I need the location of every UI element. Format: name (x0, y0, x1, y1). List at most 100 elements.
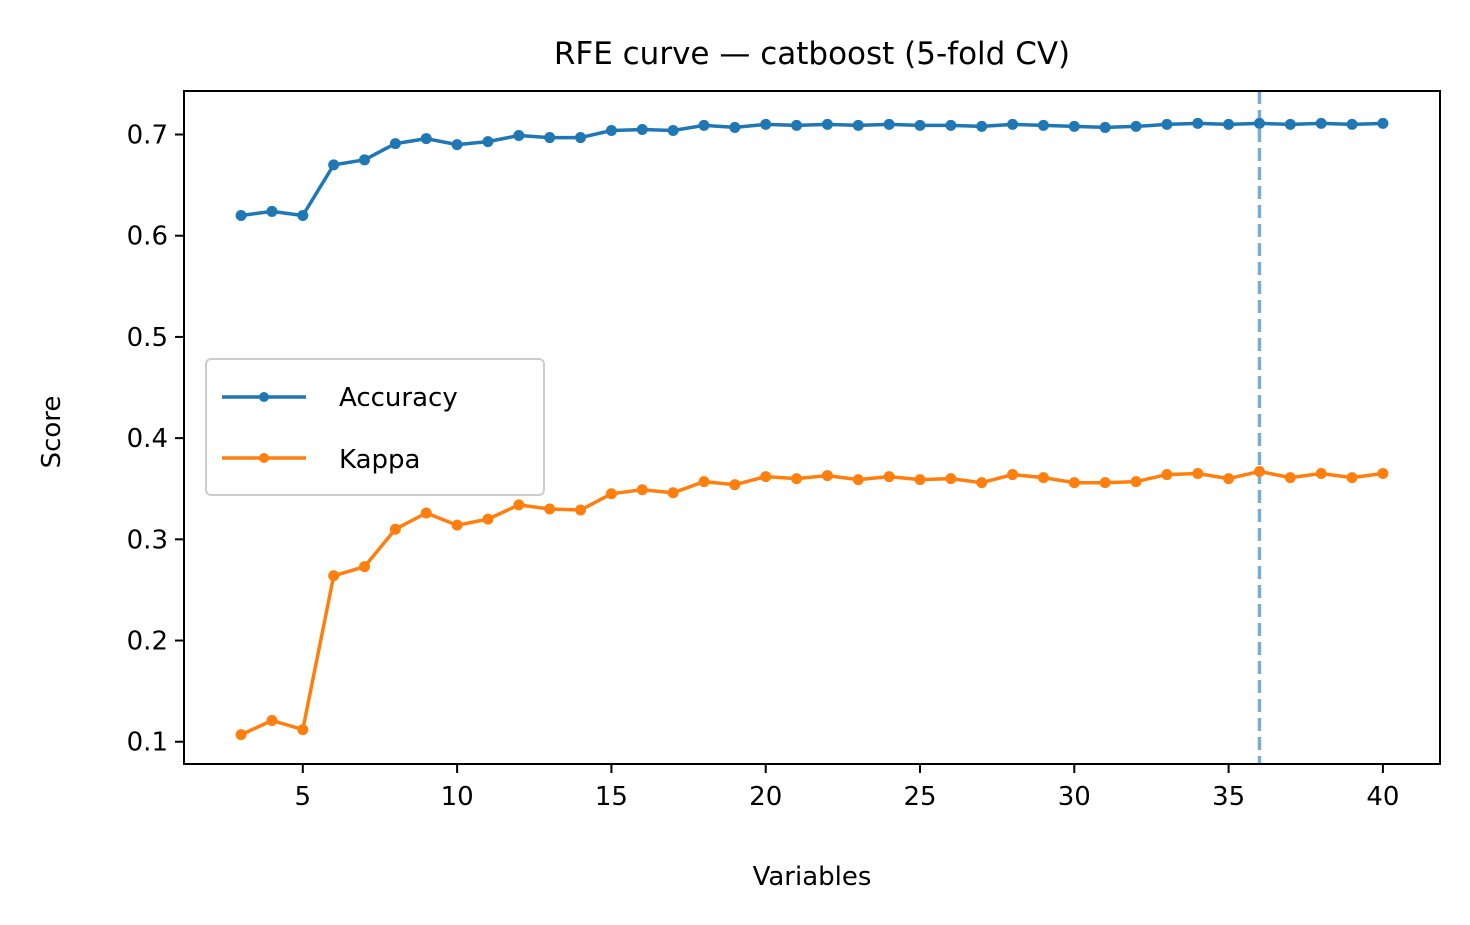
y-tick-label: 0.5 (127, 323, 168, 353)
accuracy-point (945, 119, 957, 131)
kappa-point (1037, 472, 1049, 484)
kappa-point (1007, 469, 1019, 481)
accuracy-point (328, 159, 340, 171)
legend-accuracy-label: Accuracy (339, 383, 458, 413)
accuracy-point (636, 123, 648, 135)
accuracy-point (575, 132, 587, 144)
accuracy-point (852, 119, 864, 131)
y-axis: 0.1 0.2 0.3 0.4 0.5 0.6 0.7 (127, 121, 184, 758)
accuracy-point (698, 119, 710, 131)
kappa-point (266, 714, 278, 726)
kappa-point (1377, 468, 1389, 480)
kappa-point (698, 476, 710, 488)
accuracy-point (1253, 117, 1265, 129)
accuracy-point (359, 154, 371, 166)
accuracy-point (883, 118, 895, 130)
kappa-point (976, 477, 988, 489)
kappa-point (729, 479, 741, 491)
accuracy-point (1223, 118, 1235, 130)
kappa-point (791, 473, 803, 485)
accuracy-point (1130, 120, 1142, 132)
accuracy-point (544, 132, 556, 144)
accuracy-point (760, 118, 772, 130)
x-axis-label: Variables (753, 862, 872, 892)
accuracy-point (513, 130, 525, 142)
accuracy-point (389, 138, 401, 150)
x-tick-label: 25 (903, 782, 936, 812)
accuracy-point (1315, 117, 1327, 129)
accuracy-point (914, 119, 926, 131)
x-tick-label: 20 (749, 782, 782, 812)
y-tick-label: 0.4 (127, 424, 168, 454)
accuracy-point (729, 121, 741, 133)
y-tick-label: 0.7 (127, 121, 168, 151)
accuracy-point (1068, 120, 1080, 132)
accuracy-point (482, 136, 494, 148)
accuracy-point (1284, 118, 1296, 130)
x-tick-label: 30 (1058, 782, 1091, 812)
plot-area (235, 91, 1389, 764)
kappa-point (513, 499, 525, 511)
accuracy-point (1377, 117, 1389, 129)
legend-accuracy-marker (259, 392, 269, 402)
chart-title: RFE curve — catboost (5-fold CV) (554, 36, 1070, 72)
y-tick-label: 0.2 (127, 627, 168, 657)
kappa-point (883, 471, 895, 483)
accuracy-point (667, 124, 679, 136)
kappa-point (544, 503, 556, 515)
kappa-point (1346, 472, 1358, 484)
accuracy-point (420, 133, 432, 145)
kappa-point (451, 519, 463, 531)
legend-box (205, 358, 545, 496)
y-tick-label: 0.1 (127, 728, 168, 758)
accuracy-point (1007, 118, 1019, 130)
accuracy-point (451, 139, 463, 151)
kappa-point (1284, 472, 1296, 484)
accuracy-point (605, 124, 617, 136)
y-tick-label: 0.3 (127, 525, 168, 555)
x-tick-label: 35 (1212, 782, 1245, 812)
kappa-point (605, 488, 617, 500)
accuracy-point (1161, 118, 1173, 130)
accuracy-point (266, 205, 278, 217)
accuracy-point (1037, 119, 1049, 131)
accuracy-point (1192, 117, 1204, 129)
kappa-point (852, 474, 864, 486)
accuracy-point (1099, 121, 1111, 133)
kappa-point (914, 474, 926, 486)
kappa-point (420, 507, 432, 519)
accuracy-point (791, 119, 803, 131)
kappa-point (328, 570, 340, 582)
y-tick-label: 0.6 (127, 222, 168, 252)
kappa-point (760, 471, 772, 483)
legend: Accuracy Kappa (205, 358, 545, 496)
legend-kappa-marker (259, 453, 269, 463)
kappa-point (1130, 476, 1142, 488)
kappa-point (945, 473, 957, 485)
kappa-point (575, 504, 587, 516)
x-axis: 5 10 15 20 25 30 35 40 (295, 764, 1399, 812)
accuracy-point (976, 120, 988, 132)
x-tick-label: 40 (1366, 782, 1399, 812)
y-axis-label: Score (37, 396, 67, 469)
kappa-point (821, 470, 833, 482)
x-tick-label: 5 (295, 782, 312, 812)
legend-kappa-label: Kappa (339, 445, 420, 475)
kappa-point (482, 513, 494, 525)
kappa-point (389, 523, 401, 535)
kappa-point (235, 729, 247, 741)
kappa-point (297, 724, 309, 736)
kappa-point (1099, 477, 1111, 489)
accuracy-point (821, 118, 833, 130)
kappa-point (359, 561, 371, 573)
x-tick-label: 15 (595, 782, 628, 812)
kappa-point (1068, 477, 1080, 489)
kappa-point (1223, 473, 1235, 485)
kappa-point (1161, 469, 1173, 481)
kappa-point (1315, 468, 1327, 480)
kappa-point (667, 487, 679, 499)
kappa-point (1253, 466, 1265, 478)
accuracy-point (1346, 118, 1358, 130)
plot-frame (183, 90, 1441, 765)
